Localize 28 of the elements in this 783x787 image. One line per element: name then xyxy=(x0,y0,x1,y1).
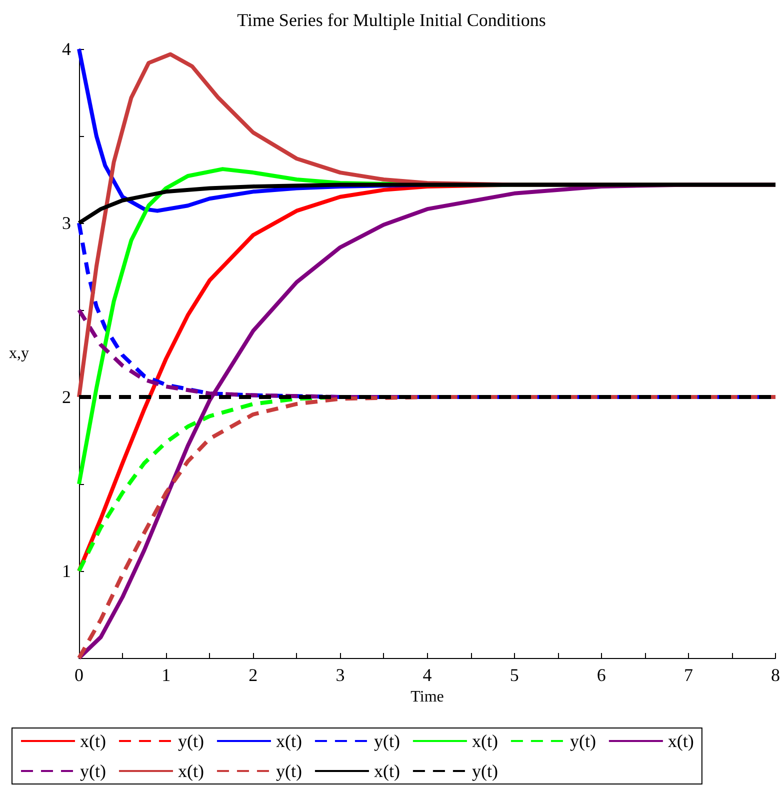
x-tick-label: 6 xyxy=(596,665,606,685)
legend-label: y(t) xyxy=(570,731,596,751)
x-tick-label: 7 xyxy=(684,665,693,685)
legend-label: y(t) xyxy=(374,731,400,751)
legend-label: y(t) xyxy=(178,731,204,751)
legend-label: x(t) xyxy=(668,731,694,751)
x-tick-label: 2 xyxy=(248,665,258,685)
y-tick-label: 2 xyxy=(62,387,71,407)
y-tick-label: 4 xyxy=(62,39,71,59)
y-tick-label: 3 xyxy=(62,213,71,233)
x-tick-label: 3 xyxy=(336,665,345,685)
x-axis-title: Time xyxy=(410,688,444,706)
x-tick-label: 8 xyxy=(771,665,780,685)
chart-title: Time Series for Multiple Initial Conditions xyxy=(237,10,546,30)
x-tick-label: 4 xyxy=(422,665,432,685)
legend-label: x(t) xyxy=(276,731,302,751)
y-tick-label: 1 xyxy=(62,561,71,581)
x-tick-label: 1 xyxy=(162,665,171,685)
y-axis-title: x,y xyxy=(9,345,29,362)
legend-label: y(t) xyxy=(80,761,106,781)
legend-label: x(t) xyxy=(472,731,498,751)
legend-label: x(t) xyxy=(178,761,204,781)
x-tick-label: 5 xyxy=(510,665,519,685)
legend-label: x(t) xyxy=(374,761,400,781)
x-tick-label: 0 xyxy=(74,665,84,685)
legend-label: y(t) xyxy=(472,761,498,781)
legend-label: x(t) xyxy=(80,731,106,751)
legend-label: y(t) xyxy=(276,761,302,781)
